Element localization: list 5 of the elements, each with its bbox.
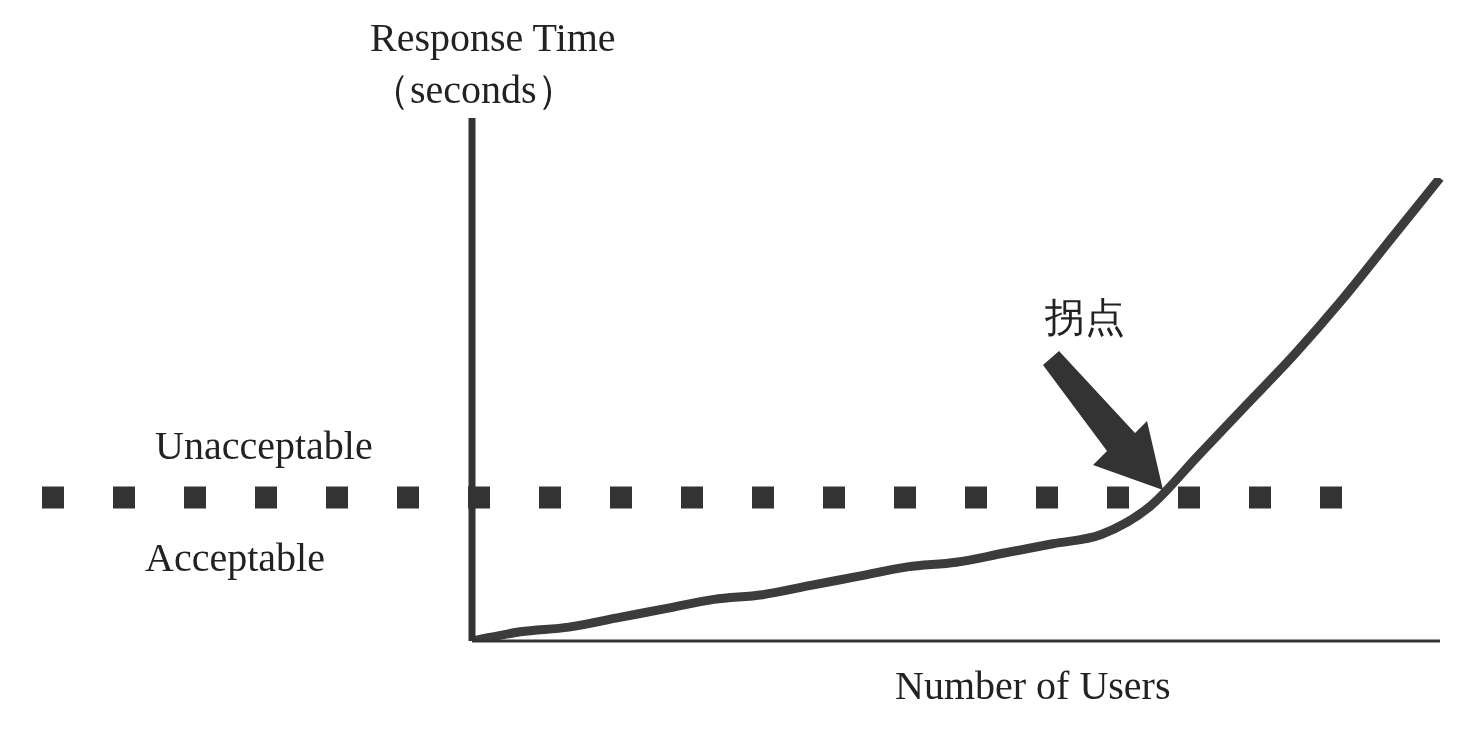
annotation: 拐点 (1045, 294, 1125, 342)
text: Acceptable (145, 534, 325, 582)
x-axis-title: Number of Users (895, 662, 1171, 710)
text: Unacceptable (155, 422, 373, 470)
y-axis-title: Response Time（seconds） (370, 14, 617, 114)
